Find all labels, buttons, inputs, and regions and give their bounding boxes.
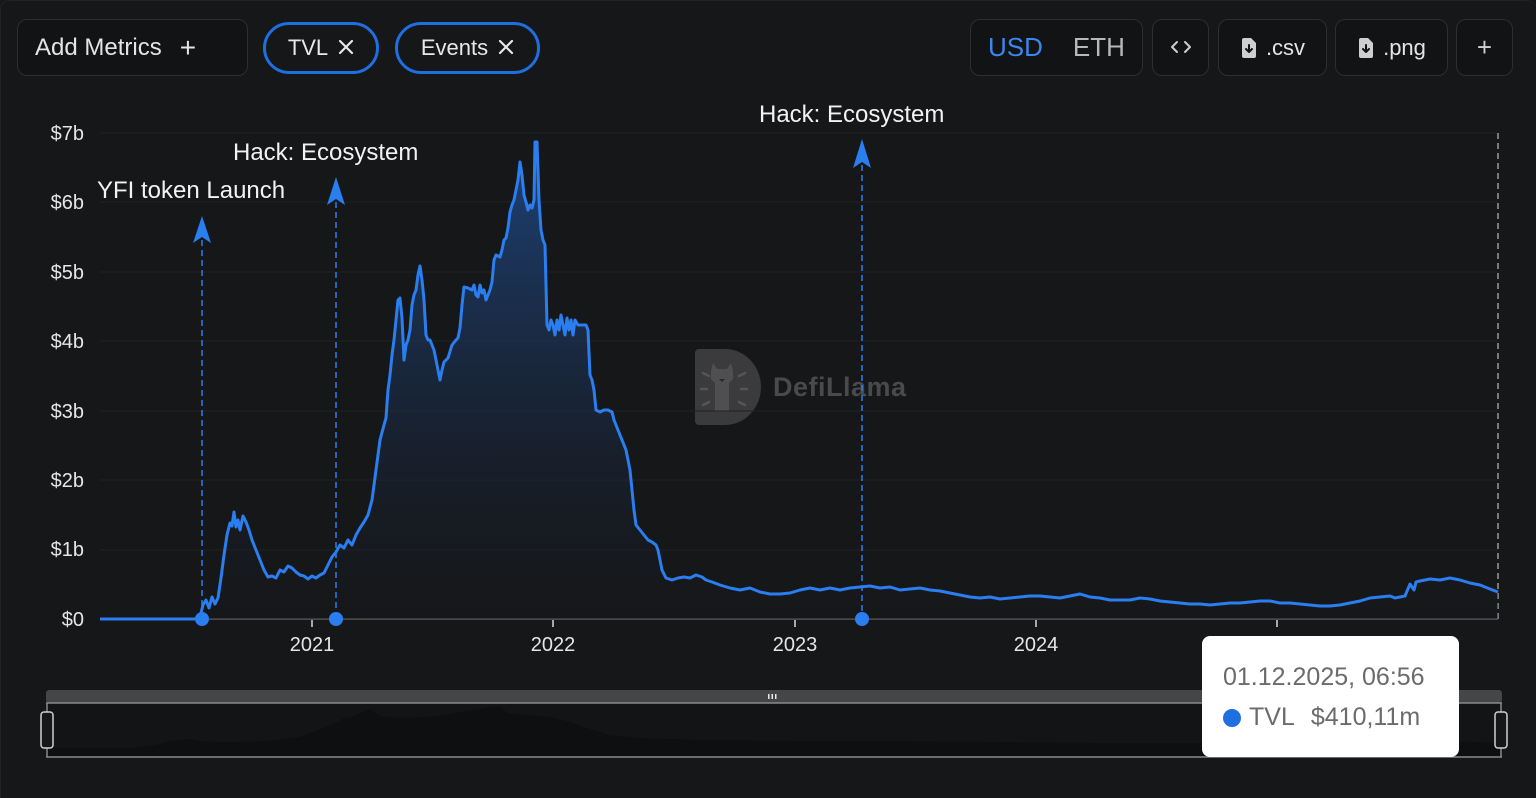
y-tick-label: $3b <box>50 401 84 423</box>
y-tick-label: $7b <box>50 123 84 145</box>
x-axis-ticks <box>311 620 1278 627</box>
tooltip-date: 01.12.2025, 06:56 <box>1223 663 1425 691</box>
plus-icon: + <box>1476 32 1493 62</box>
add-metrics-button[interactable]: Add Metrics + <box>17 19 248 76</box>
events-metric-pill[interactable]: Events <box>395 22 540 74</box>
download-png-button[interactable]: .png <box>1335 19 1448 76</box>
tvl-chart[interactable] <box>0 0 1536 680</box>
currency-toggle: USD ETH <box>970 19 1143 76</box>
csv-label: .csv <box>1265 34 1306 60</box>
png-label: .png <box>1383 34 1426 60</box>
embed-button[interactable] <box>1152 19 1209 76</box>
event-marker-hack-2023[interactable] <box>853 139 871 626</box>
y-tick-label: $6b <box>50 192 84 214</box>
series-dot-icon <box>1223 708 1241 727</box>
tooltip-series-name: TVL <box>1249 703 1295 731</box>
x-tick-label: 2022 <box>530 634 576 656</box>
gridlines <box>100 132 1498 551</box>
events-pill-label: Events <box>420 35 489 60</box>
code-icon <box>1170 34 1192 62</box>
download-csv-button[interactable]: .csv <box>1218 19 1327 76</box>
event-label: Hack: Ecosystem <box>233 139 419 166</box>
hover-tooltip: 01.12.2025, 06:56 TVL $410,11m <box>1202 636 1459 757</box>
currency-eth-option[interactable]: ETH <box>1072 32 1125 62</box>
tvl-pill-label: TVL <box>287 35 329 60</box>
file-download-icon <box>1357 37 1375 59</box>
slider-grip-icon <box>768 694 777 699</box>
y-tick-label: $4b <box>50 331 84 353</box>
currency-usd-option[interactable]: USD <box>988 32 1043 62</box>
add-metrics-label: Add Metrics <box>35 33 162 61</box>
close-icon[interactable] <box>498 35 514 61</box>
overview-area <box>46 706 1500 757</box>
arrow-up-icon <box>193 216 211 243</box>
tooltip-value: $410,11m <box>1310 703 1421 731</box>
x-tick-label: 2023 <box>772 634 818 656</box>
y-tick-label: $5b <box>50 262 84 284</box>
arrow-up-icon <box>853 139 871 168</box>
event-label: Hack: Ecosystem <box>759 101 945 128</box>
y-tick-label: $1b <box>50 539 84 561</box>
event-label: YFI token Launch <box>97 177 286 204</box>
file-download-icon <box>1240 37 1258 59</box>
tvl-metric-pill[interactable]: TVL <box>263 22 379 74</box>
x-tick-label: 2024 <box>1013 634 1059 656</box>
y-tick-label: $0 <box>61 609 84 631</box>
close-icon[interactable] <box>338 35 354 61</box>
x-tick-label: 2021 <box>289 634 335 656</box>
watermark-text: DefiLlama <box>773 371 907 402</box>
tooltip-row: TVL $410,11m <box>1223 703 1420 732</box>
slider-drag-bar <box>46 690 1502 703</box>
slider-left-handle[interactable] <box>40 711 54 749</box>
event-marker-yfi-launch[interactable] <box>193 216 211 626</box>
tvl-area <box>100 142 1498 619</box>
add-chart-button[interactable]: + <box>1456 19 1513 76</box>
tvl-line <box>100 140 1499 621</box>
slider-right-handle[interactable] <box>1494 711 1508 749</box>
y-tick-label: $2b <box>50 470 84 492</box>
defillama-watermark: DefiLlama <box>695 349 907 425</box>
llama-logo-icon <box>695 349 761 425</box>
arrow-up-icon <box>327 177 345 205</box>
plus-icon: + <box>179 31 197 63</box>
event-marker-hack-2021[interactable] <box>327 177 345 626</box>
